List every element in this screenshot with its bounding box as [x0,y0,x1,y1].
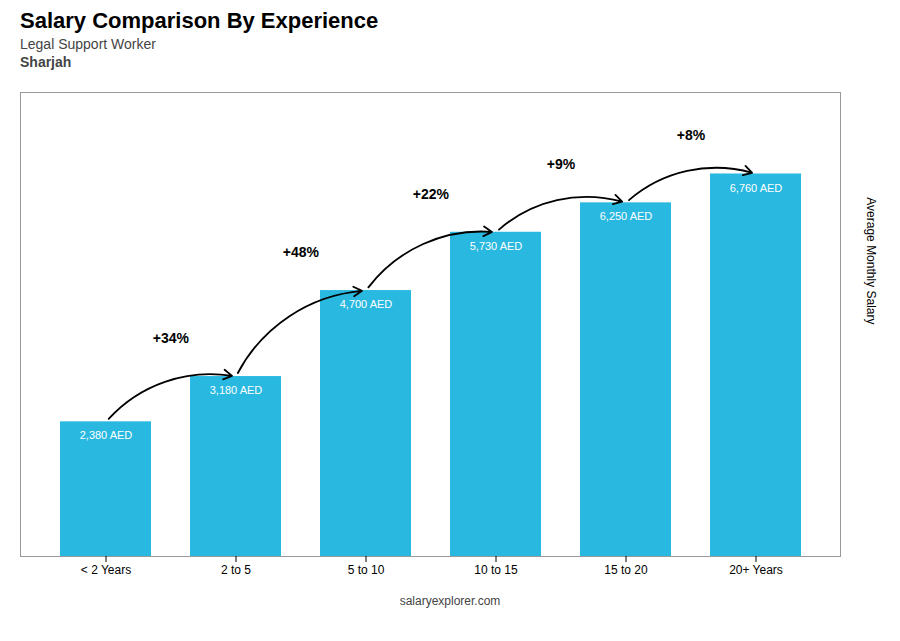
svg-text:5 to 10: 5 to 10 [348,563,385,577]
svg-text:6,250 AED: 6,250 AED [600,210,653,222]
svg-text:4,700 AED: 4,700 AED [340,298,393,310]
svg-text:5,730 AED: 5,730 AED [470,240,523,252]
svg-text:2 to 5: 2 to 5 [221,563,251,577]
svg-text:+9%: +9% [547,156,576,172]
svg-text:15 to 20: 15 to 20 [604,563,648,577]
svg-text:+8%: +8% [677,127,706,143]
html-text:Legal Support Worker: Legal Support Worker [20,36,156,52]
svg-text:+34%: +34% [153,330,190,346]
svg-text:2,380 AED: 2,380 AED [80,429,133,441]
svg-text:10 to 15: 10 to 15 [474,563,518,577]
svg-text:Average Monthly Salary: Average Monthly Salary [864,197,878,324]
html-text:salaryexplorer.com: salaryexplorer.com [399,594,501,608]
html-text:Sharjah: Sharjah [20,54,72,70]
svg-text:< 2 Years: < 2 Years [81,563,131,577]
svg-text:3,180 AED: 3,180 AED [210,384,263,396]
svg-text:+48%: +48% [283,244,320,260]
svg-text:+22%: +22% [413,186,450,202]
svg-text:6,760 AED: 6,760 AED [730,182,783,194]
html-text:Salary Comparison By Experienc: Salary Comparison By Experience [20,8,379,33]
svg-text:20+ Years: 20+ Years [729,563,783,577]
